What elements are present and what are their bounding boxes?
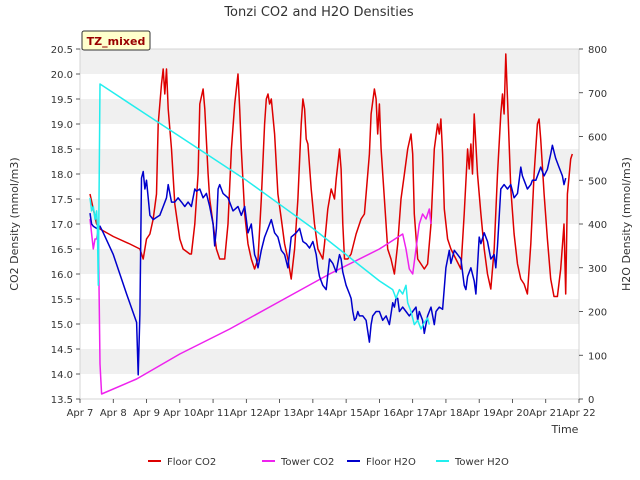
x-tick-label: Apr 19 [463,408,496,419]
legend-label: Tower CO2 [280,457,334,468]
left-y-tick-label: 15.0 [51,320,73,331]
x-tick-label: Apr 17 [396,408,429,419]
legend-item-tower-h2o: Tower H2O [436,457,509,468]
right-y-axis-label: H2O Density (mmol/m3) [620,157,633,291]
x-tick-label: Apr 20 [496,408,529,419]
x-tick-label: Apr 8 [100,408,127,419]
site-label-background [81,30,151,51]
left-y-tick-label: 16.5 [51,245,73,256]
legend-item-tower-co2: Tower CO2 [262,457,334,468]
x-axis: Apr 7 Apr 8 Apr 9 Apr 10 Apr 11 Apr 12 Apr 13 A… [67,399,596,419]
site-label-box: TZ_mixed [81,30,151,51]
x-tick-label: Apr 10 [163,408,196,419]
right-y-tick-label: 600 [588,133,607,144]
left-y-tick-label: 18.0 [51,170,73,181]
legend-label: Floor CO2 [167,457,216,468]
left-y-tick-label: 18.5 [51,145,73,156]
x-tick-label: Apr 7 [67,408,94,419]
left-y-tick-label: 16.0 [51,270,73,281]
left-y-tick-label: 17.0 [51,220,73,231]
right-y-tick-label: 300 [588,264,607,275]
left-y-tick-label: 19.5 [51,95,73,106]
grid-band [80,299,579,324]
right-y-tick-label: 800 [588,45,607,56]
right-y-tick-label: 700 [588,89,607,100]
left-y-tick-label: 14.5 [51,345,73,356]
grid-band [80,224,579,249]
left-y-tick-label: 19.0 [51,120,73,131]
legend-label: Floor H2O [366,457,416,468]
series-line-floor-co2 [89,53,574,298]
left-y-axis-label: CO2 Density (mmol/m3) [8,157,21,290]
grid-band [80,274,579,299]
left-y-axis: 13.5 14.0 14.5 15.0 15.5 16.0 16.5 17.0 17.5 18.0… [51,45,80,406]
x-tick-label: Apr 18 [429,408,462,419]
right-y-tick-label: 0 [588,395,594,406]
left-y-tick-label: 14.0 [51,370,73,381]
right-y-tick-label: 500 [588,176,607,187]
grid-band [80,124,579,149]
left-y-tick-label: 20.0 [51,70,73,81]
x-tick-label: Apr 13 [263,408,296,419]
x-tick-label: Apr 22 [562,408,595,419]
x-axis-label: Time [551,423,579,436]
right-y-tick-label: 200 [588,308,607,319]
grid-band [80,349,579,374]
legend-label: Tower H2O [454,457,509,468]
data-lines [89,53,574,395]
legend: Floor CO2 Tower CO2 Floor H2O Tower H2O [148,457,509,468]
left-y-tick-label: 20.5 [51,45,73,56]
x-tick-label: Apr 16 [363,408,396,419]
grid-band [80,99,579,124]
x-tick-label: Apr 11 [196,408,229,419]
left-y-tick-label: 13.5 [51,395,73,406]
grid-band [80,374,579,399]
series-line-tower-h2o [89,83,431,330]
x-tick-label: Apr 12 [230,408,263,419]
legend-item-floor-h2o: Floor H2O [347,457,416,468]
plot-bands [80,49,579,399]
site-label: TZ_mixed [87,35,146,48]
chart-title: Tonzi CO2 and H2O Densities [223,5,414,20]
right-y-tick-label: 100 [588,351,607,362]
left-y-tick-label: 15.5 [51,295,73,306]
grid-band [80,324,579,349]
right-y-tick-label: 400 [588,220,607,231]
x-tick-label: Apr 15 [330,408,363,419]
x-tick-label: Apr 14 [296,408,329,419]
grid-band [80,49,579,74]
x-tick-label: Apr 9 [133,408,160,419]
left-y-tick-label: 17.5 [51,195,73,206]
right-y-axis: 0 100 200 300 400 500 600 700 800 [579,45,607,406]
x-tick-label: Apr 21 [529,408,562,419]
series-line-floor-h2o [89,144,567,376]
grid-band [80,149,579,174]
legend-item-floor-co2: Floor CO2 [148,457,216,468]
